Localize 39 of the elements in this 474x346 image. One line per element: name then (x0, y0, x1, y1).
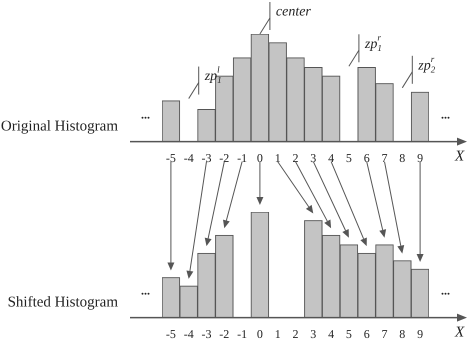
x-tick-label: 5 (346, 150, 352, 165)
x-tick-label: -1 (237, 326, 248, 341)
x-tick-label: 3 (310, 326, 316, 341)
x-tick-label: 0 (256, 150, 263, 165)
text: ... (441, 108, 450, 122)
x-tick-label: -5 (166, 326, 176, 341)
x-tick-label: 1 (274, 150, 281, 165)
x-tick-label: -4 (184, 150, 194, 165)
x-tick-label: 4 (328, 326, 334, 341)
x-tick-label: 8 (399, 326, 406, 341)
x-tick-label: -4 (184, 326, 194, 341)
x-tick-label: 7 (382, 326, 388, 341)
x-tick-label: -3 (202, 326, 212, 341)
x-tick-label: 0 (256, 326, 263, 341)
text: ... (141, 108, 150, 122)
x-tick-label: 4 (328, 150, 334, 165)
x-tick-label: 6 (364, 150, 370, 165)
x-tick-label: 9 (417, 326, 424, 341)
x-tick-label: 2 (292, 150, 298, 165)
text: Shifted Histogram (8, 294, 118, 311)
text: Original Histogram (0, 118, 118, 135)
x-tick-label: 6 (364, 326, 370, 341)
text: ... (441, 284, 450, 298)
x-tick-label: -2 (219, 326, 230, 341)
x-tick-label: 7 (382, 150, 388, 165)
x-tick-label: 2 (292, 326, 298, 341)
x-tick-label: -1 (237, 150, 248, 165)
x-tick-label: 9 (417, 150, 424, 165)
x-tick-label: 8 (399, 150, 406, 165)
text: ... (141, 284, 150, 298)
x-tick-label: -2 (219, 150, 230, 165)
annotation: center (276, 4, 312, 20)
x-tick-label: 1 (274, 326, 281, 341)
x-tick-label: 5 (346, 326, 352, 341)
x-tick-label: -5 (166, 150, 176, 165)
x-tick-label: 3 (310, 150, 316, 165)
x-axis-title: X (454, 148, 465, 165)
x-tick-label: -3 (202, 150, 212, 165)
x-axis-title: X (454, 324, 465, 341)
